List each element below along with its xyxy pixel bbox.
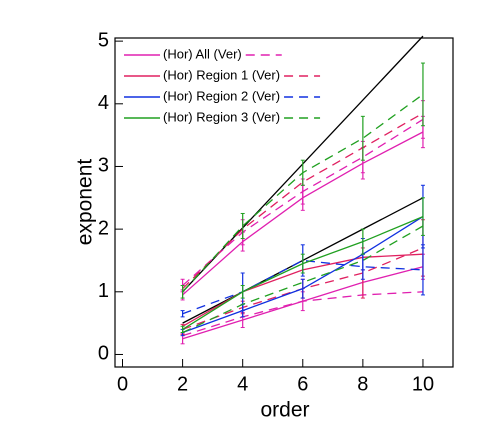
legend-label: (Hor) Region 3 (Ver) <box>163 109 280 124</box>
legend-label: (Hor) Region 1 (Ver) <box>163 67 280 82</box>
y-tick-label: 5 <box>98 29 109 51</box>
x-axis-label: order <box>260 399 309 422</box>
x-tick-label: 10 <box>412 373 434 395</box>
x-tick-label: 0 <box>117 373 128 395</box>
legend-label: (Hor) All (Ver) <box>163 46 242 61</box>
y-tick-label: 4 <box>98 92 109 114</box>
plot-frame <box>114 37 454 368</box>
x-tick-label: 4 <box>237 373 248 395</box>
y-tick-label: 0 <box>98 343 109 365</box>
legend-label: (Hor) Region 2 (Ver) <box>163 88 280 103</box>
y-axis-label: exponent <box>74 159 97 246</box>
y-tick-label: 2 <box>98 217 109 239</box>
y-tick-label: 1 <box>98 280 109 302</box>
x-tick-label: 2 <box>177 373 188 395</box>
series-line <box>182 259 423 315</box>
series-line <box>182 225 424 334</box>
x-tick-label: 8 <box>357 373 368 395</box>
series-line <box>182 291 423 337</box>
y-tick-label: 3 <box>98 155 109 177</box>
x-tick-label: 6 <box>297 373 308 395</box>
